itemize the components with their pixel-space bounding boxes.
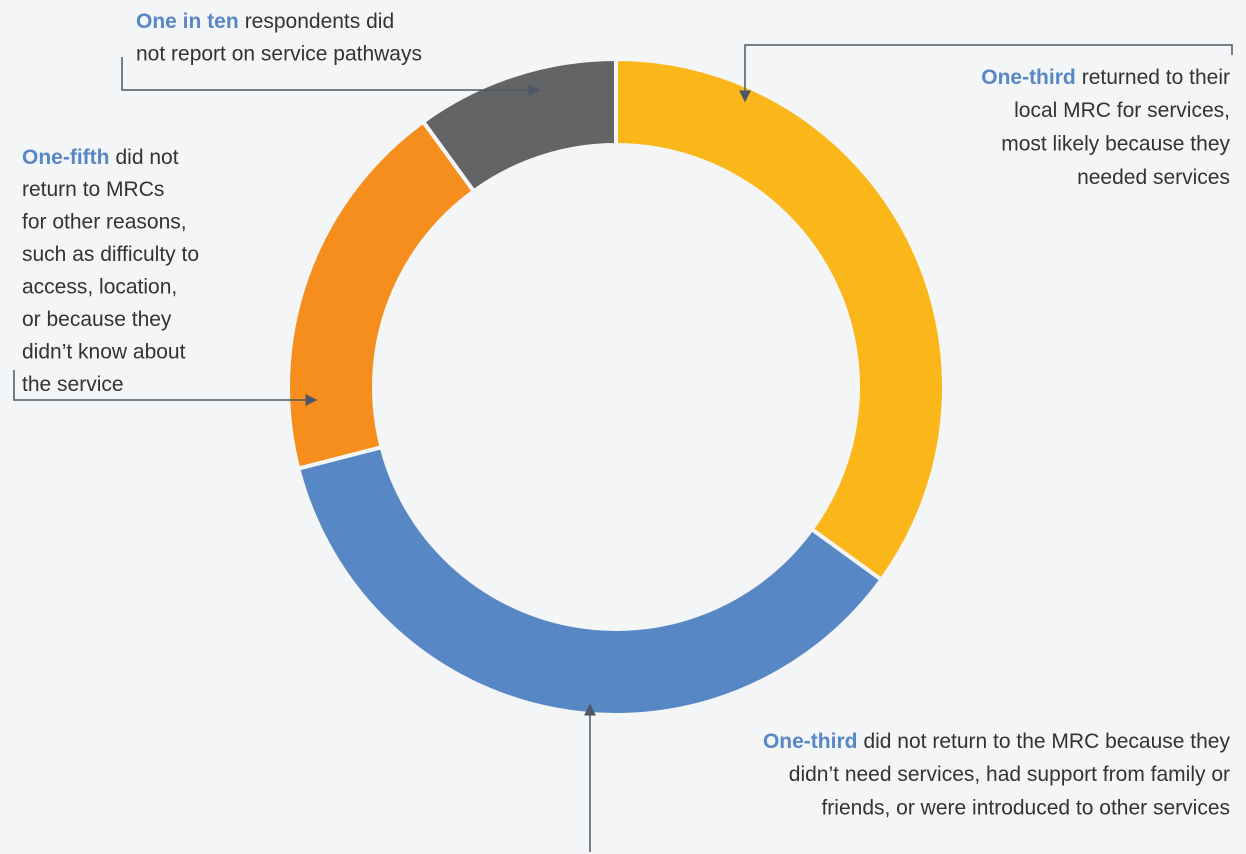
annotation-text: returned to their: [1082, 66, 1230, 89]
annotation-highlight: One-third: [763, 730, 858, 753]
annotation-text: most likely because they: [1001, 133, 1230, 156]
leader-line: [739, 44, 1233, 103]
annotation-text: access, location,: [22, 276, 177, 299]
annotation-text: or because they: [22, 308, 172, 331]
annotation-text: for other reasons,: [22, 211, 187, 234]
annotation: One in ten respondents did: [136, 10, 394, 33]
annotation-text: needed services: [1077, 166, 1230, 189]
annotation-text: did not: [115, 146, 178, 169]
donut: [286, 56, 946, 717]
annotation-text: friends, or were introduced to other ser…: [821, 797, 1230, 820]
annotation-text: didn’t know about: [22, 341, 186, 364]
annotation: One-third returned to their: [981, 66, 1230, 89]
annotation-text: not report on service pathways: [136, 43, 422, 66]
donut-segment: [614, 56, 946, 583]
annotation-text: didn’t need services, had support from f…: [789, 763, 1230, 786]
annotation-text: local MRC for services,: [1014, 99, 1230, 122]
leader-line: [121, 57, 541, 96]
annotation-highlight: One-fifth: [22, 146, 109, 169]
donut-segment: [295, 444, 885, 717]
leader-line: [13, 370, 318, 406]
annotation: One-fifth did not: [22, 146, 179, 169]
annotation: One-third did not return to the MRC becau…: [763, 730, 1231, 753]
annotation-text: the service: [22, 373, 124, 396]
annotation-text: did not return to the MRC because they: [863, 730, 1230, 753]
annotation-highlight: One-third: [981, 66, 1076, 89]
annotation-highlight: One in ten: [136, 10, 239, 33]
annotation-text: such as difficulty to: [22, 243, 199, 266]
annotation-text: respondents did: [245, 10, 394, 33]
annotation-text: return to MRCs: [22, 178, 164, 201]
